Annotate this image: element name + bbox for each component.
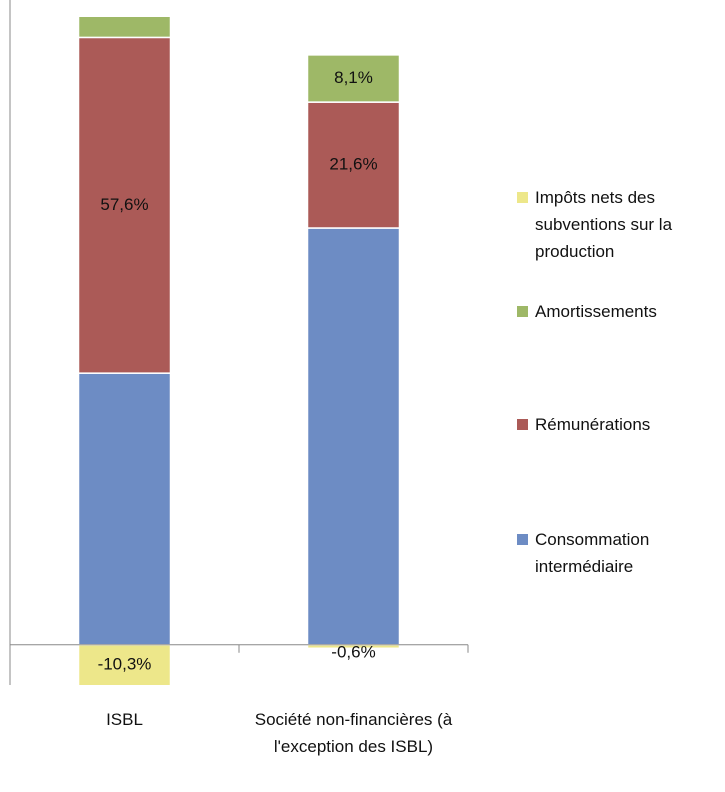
bar-segment	[306, 54, 401, 103]
legend-label: Rémunérations	[535, 415, 651, 434]
legend-item: Consommation intermédiaire	[517, 526, 725, 580]
bar-segment	[306, 101, 401, 229]
legend-swatch	[517, 419, 528, 430]
data-label: -0,6%	[331, 642, 375, 661]
legend-swatch	[517, 192, 528, 203]
legend-swatch	[517, 306, 528, 317]
data-label: 21,6%	[329, 155, 377, 174]
data-label: -10,3%	[98, 654, 152, 673]
data-label: 57,6%	[100, 195, 148, 214]
bar-segment	[77, 644, 172, 685]
x-tick-label: ISBL	[106, 710, 143, 729]
bar-segment	[77, 17, 172, 39]
legend-item: Rémunérations	[517, 411, 725, 438]
bar-segment	[77, 36, 172, 374]
x-tick-label: Société non-financières (à l'exception d…	[254, 710, 453, 756]
legend-label: Impôts nets des subventions sur la produ…	[535, 188, 673, 261]
data-label: 8,1%	[334, 68, 373, 87]
legend-label: Consommation intermédiaire	[535, 530, 650, 576]
legend-item: Impôts nets des subventions sur la produ…	[517, 184, 725, 265]
legend-swatch	[517, 534, 528, 545]
bar-segment	[306, 227, 401, 646]
legend-label: Amortissements	[535, 302, 657, 321]
legend-item: Amortissements	[517, 298, 725, 325]
bar-segment	[77, 372, 172, 646]
